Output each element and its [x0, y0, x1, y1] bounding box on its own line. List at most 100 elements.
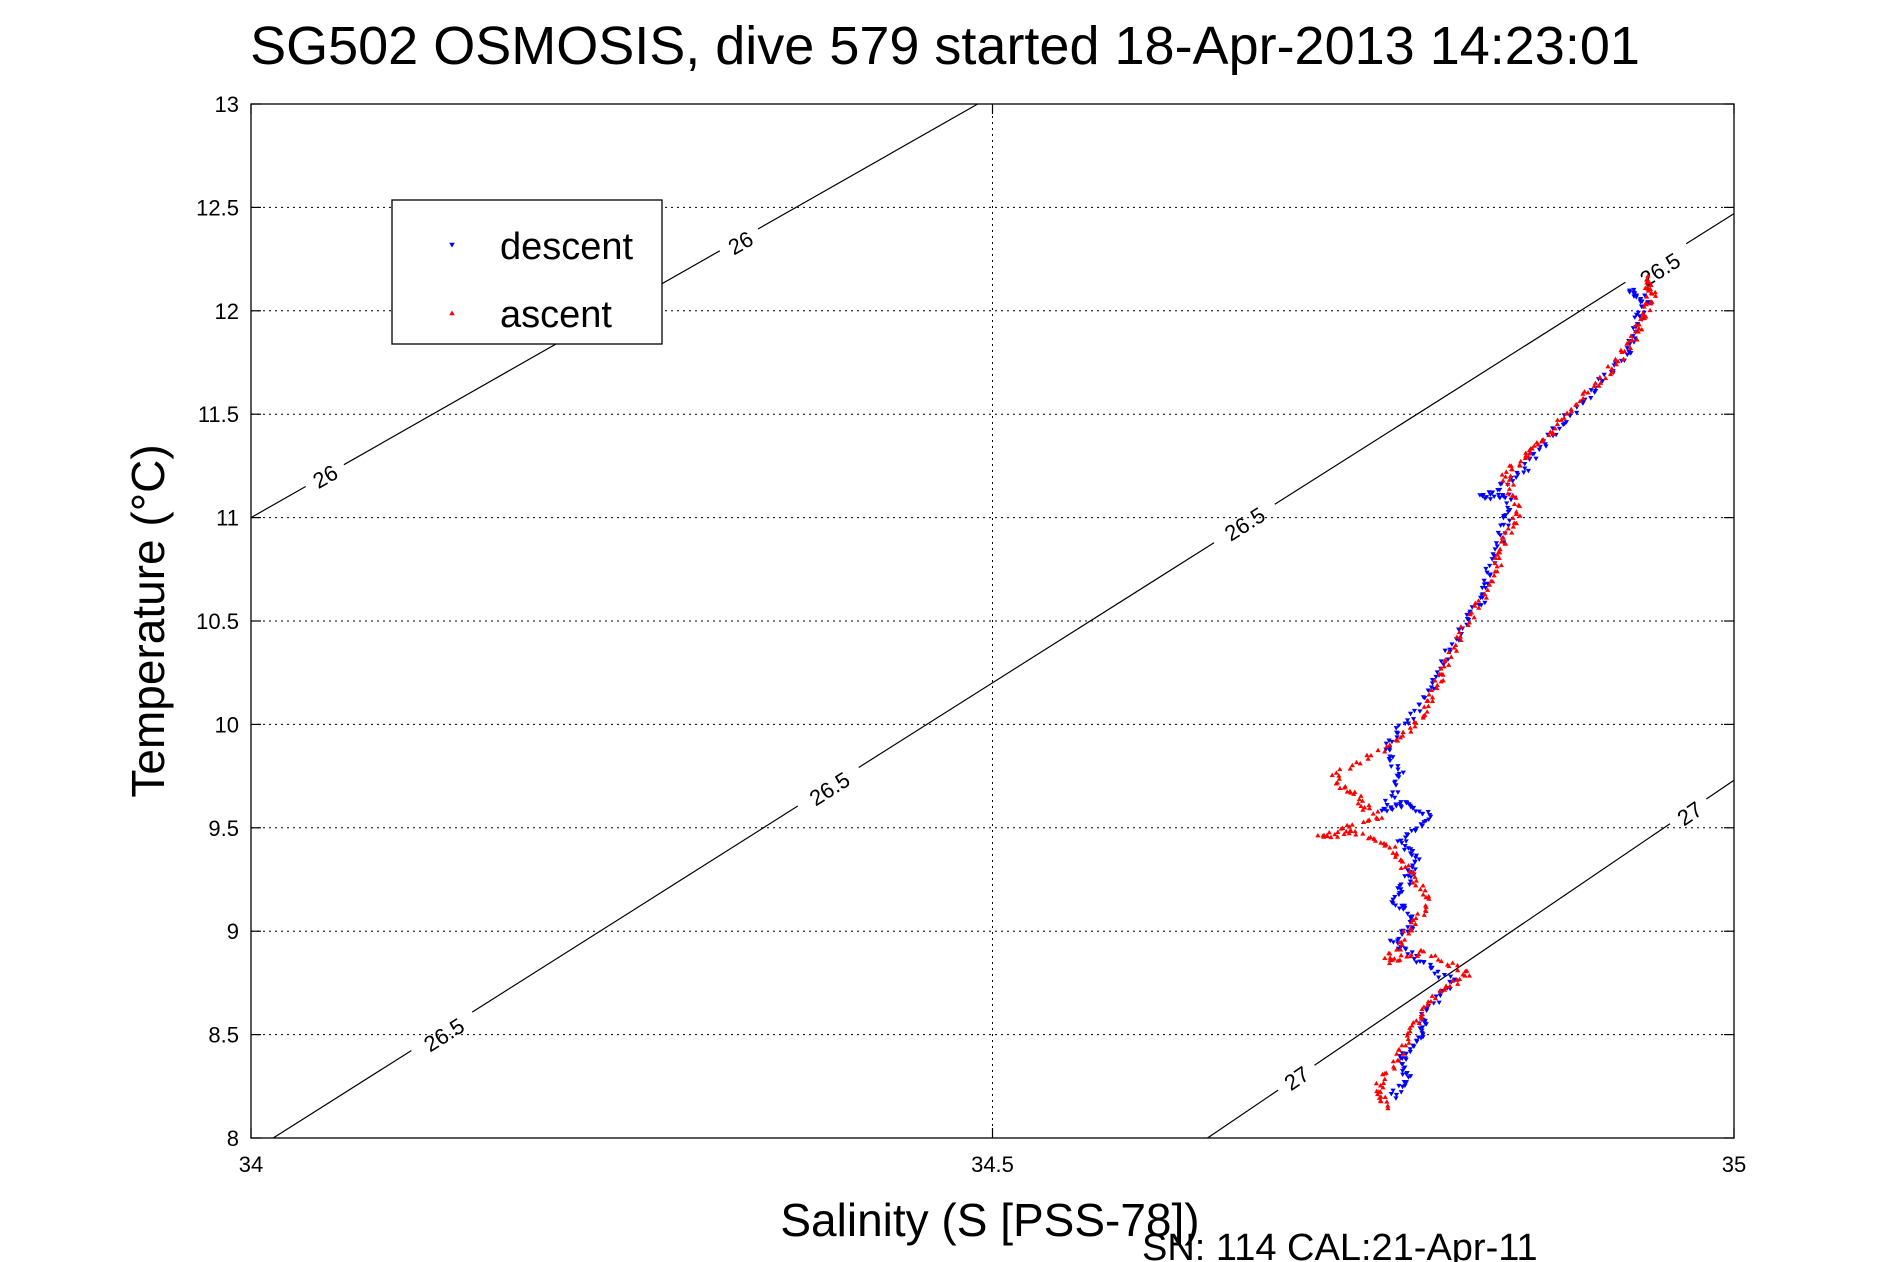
data-point — [1471, 614, 1477, 620]
data-point — [1395, 1057, 1401, 1063]
data-point — [1352, 789, 1358, 794]
data-point — [1644, 294, 1650, 299]
data-point — [1413, 1018, 1419, 1023]
data-point — [1426, 893, 1432, 899]
data-point — [1387, 957, 1393, 962]
data-point — [1447, 983, 1453, 989]
data-point — [1446, 662, 1452, 667]
y-tick-label: 10 — [215, 712, 239, 737]
data-point — [1429, 698, 1436, 704]
data-point — [1580, 395, 1586, 401]
data-point — [1402, 844, 1408, 849]
data-point — [1599, 379, 1605, 384]
data-point — [1486, 490, 1492, 495]
data-point — [1334, 834, 1341, 839]
data-point — [1505, 526, 1511, 531]
data-point — [1422, 887, 1428, 893]
data-point — [1400, 770, 1406, 776]
data-point — [1423, 902, 1429, 908]
data-point — [1387, 754, 1393, 759]
data-point — [1388, 764, 1394, 769]
data-point — [1394, 735, 1400, 740]
data-point — [1419, 811, 1425, 817]
data-point — [1392, 795, 1398, 801]
data-point — [1405, 911, 1411, 917]
data-point — [1352, 828, 1358, 834]
data-point — [1396, 771, 1402, 777]
data-point — [1321, 832, 1327, 838]
chart-title: SG502 OSMOSIS, dive 579 started 18-Apr-2… — [250, 16, 1640, 76]
data-point — [1395, 886, 1401, 891]
density-contour-line — [272, 213, 1735, 1139]
data-point — [1505, 505, 1511, 511]
data-point — [1597, 374, 1603, 380]
data-point — [1504, 501, 1510, 506]
data-point — [1481, 582, 1487, 587]
data-point — [1502, 474, 1509, 479]
data-point — [1389, 739, 1395, 745]
data-point — [1464, 612, 1470, 618]
data-point — [1560, 422, 1566, 428]
data-point — [1428, 687, 1435, 693]
data-point — [1490, 552, 1496, 557]
y-tick-label: 11 — [216, 506, 239, 531]
data-point — [1568, 406, 1574, 412]
data-point — [1385, 1105, 1391, 1111]
data-point — [1522, 466, 1528, 471]
y-tick-label: 11.5 — [198, 402, 239, 427]
data-point — [1449, 978, 1456, 983]
data-point — [1442, 648, 1448, 654]
data-point — [1360, 807, 1366, 812]
data-point — [1632, 315, 1638, 320]
data-point — [1507, 473, 1514, 478]
y-tick-label: 8.5 — [208, 1023, 239, 1048]
data-point — [1443, 983, 1449, 988]
data-point — [1333, 781, 1339, 786]
data-point — [1349, 762, 1355, 768]
data-point — [1479, 595, 1486, 601]
data-point — [1420, 1035, 1426, 1040]
data-point — [1413, 882, 1419, 888]
data-point — [1482, 600, 1488, 606]
data-point — [1492, 560, 1498, 566]
data-point — [1491, 572, 1497, 578]
data-point — [1425, 1002, 1431, 1008]
data-point — [1432, 678, 1438, 683]
data-point — [1398, 857, 1404, 863]
data-point — [1509, 530, 1515, 535]
data-point — [1466, 973, 1473, 978]
data-point — [1385, 1103, 1391, 1108]
data-point — [1453, 648, 1460, 653]
data-point — [1530, 451, 1536, 457]
data-point — [1580, 391, 1586, 396]
data-point — [1513, 511, 1520, 516]
data-point — [1373, 815, 1380, 820]
data-point — [1510, 492, 1516, 498]
data-point — [1499, 472, 1505, 477]
data-point — [1365, 835, 1372, 841]
data-point — [1421, 1004, 1427, 1009]
data-point — [1425, 688, 1431, 693]
data-point — [1601, 372, 1607, 378]
data-point — [1413, 853, 1420, 859]
data-point — [1500, 515, 1507, 521]
data-point — [1516, 462, 1523, 467]
data-point — [1636, 314, 1643, 319]
data-point — [1497, 549, 1503, 555]
data-point — [1376, 1089, 1382, 1094]
data-point — [1503, 469, 1509, 474]
data-point — [1398, 887, 1404, 892]
footer-serial-calibration: SN: 114 CAL:21-Apr-11 — [1142, 1227, 1538, 1262]
data-point — [1605, 363, 1611, 369]
data-point — [1620, 356, 1627, 361]
data-point — [1375, 1091, 1381, 1097]
data-point — [1550, 431, 1556, 436]
data-point — [1458, 637, 1464, 643]
data-point — [1416, 1020, 1422, 1026]
data-point — [1449, 642, 1455, 647]
data-point — [1397, 947, 1404, 952]
data-point — [1346, 824, 1352, 829]
data-point — [1382, 798, 1388, 804]
data-point — [1402, 1083, 1408, 1089]
data-point — [1450, 960, 1456, 965]
